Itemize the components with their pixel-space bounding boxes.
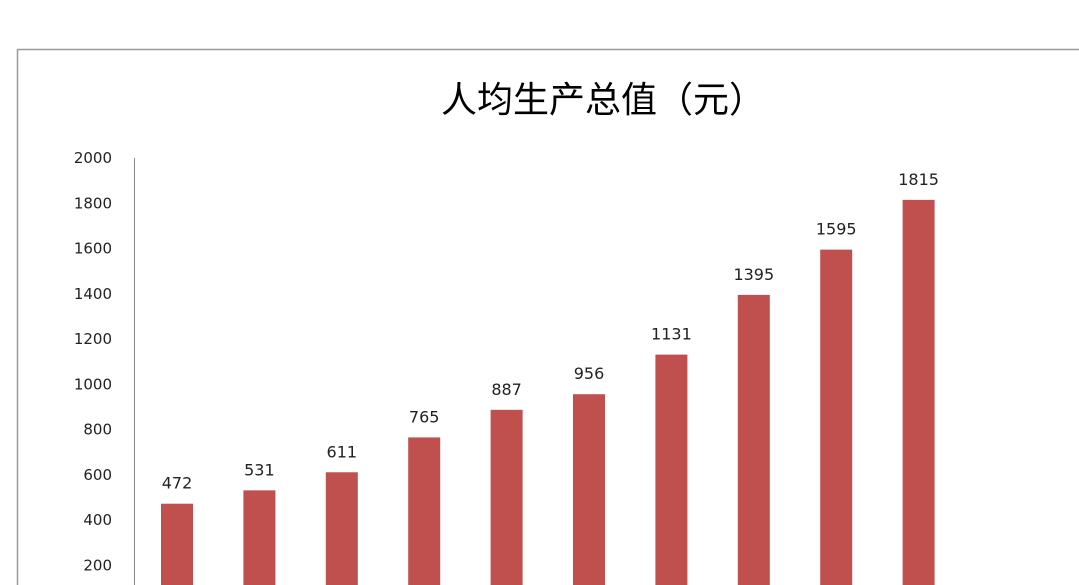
bar <box>408 437 441 585</box>
bar <box>243 490 276 585</box>
y-tick-label: 600 <box>83 466 112 484</box>
data-label: 1595 <box>816 220 857 239</box>
data-label: 531 <box>244 460 275 479</box>
bar <box>161 503 193 585</box>
y-tick-label: 1000 <box>74 375 112 393</box>
data-label: 472 <box>162 474 193 493</box>
chart-title: 人均生产总值（元） <box>441 80 765 121</box>
data-label: 1815 <box>898 170 939 189</box>
y-tick-label: 1400 <box>74 285 112 303</box>
y-tick-label: 200 <box>83 556 112 574</box>
y-tick-label: 1200 <box>74 330 112 348</box>
bar <box>325 472 358 585</box>
bar <box>737 294 770 585</box>
data-label: 1131 <box>651 325 692 344</box>
bar <box>902 199 935 585</box>
bar <box>573 394 605 585</box>
data-label: 887 <box>491 380 522 399</box>
data-label: 956 <box>574 364 605 383</box>
data-label: 611 <box>327 442 358 461</box>
y-tick-label: 400 <box>83 511 112 529</box>
data-label: 765 <box>409 407 440 426</box>
y-tick-label: 2000 <box>74 149 112 167</box>
y-tick-label: 1800 <box>74 194 112 212</box>
data-label: 1395 <box>733 265 774 284</box>
chart-frame <box>16 48 1079 585</box>
bar <box>490 409 523 585</box>
bar <box>655 354 688 585</box>
y-tick-label: 800 <box>83 421 112 439</box>
bar <box>820 249 853 585</box>
y-tick-label: 1600 <box>74 240 112 258</box>
